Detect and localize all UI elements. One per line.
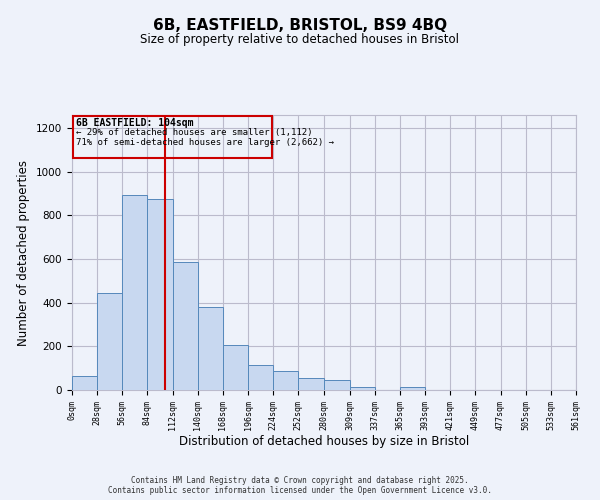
Bar xyxy=(323,380,350,390)
Text: Contains HM Land Registry data © Crown copyright and database right 2025.
Contai: Contains HM Land Registry data © Crown c… xyxy=(108,476,492,495)
Bar xyxy=(173,262,198,390)
Bar xyxy=(350,386,375,390)
Bar xyxy=(273,372,298,390)
Bar xyxy=(97,293,122,390)
Bar xyxy=(248,365,273,390)
Bar xyxy=(148,199,173,390)
Bar xyxy=(298,378,323,390)
Text: 6B, EASTFIELD, BRISTOL, BS9 4BQ: 6B, EASTFIELD, BRISTOL, BS9 4BQ xyxy=(153,18,447,32)
Text: ← 29% of detached houses are smaller (1,112): ← 29% of detached houses are smaller (1,… xyxy=(76,128,313,137)
Bar xyxy=(73,116,272,158)
Text: 6B EASTFIELD: 104sqm: 6B EASTFIELD: 104sqm xyxy=(76,118,194,128)
Bar xyxy=(198,307,223,390)
Bar xyxy=(400,386,425,390)
Text: 71% of semi-detached houses are larger (2,662) →: 71% of semi-detached houses are larger (… xyxy=(76,138,334,147)
Bar xyxy=(223,346,248,390)
Text: Size of property relative to detached houses in Bristol: Size of property relative to detached ho… xyxy=(140,32,460,46)
X-axis label: Distribution of detached houses by size in Bristol: Distribution of detached houses by size … xyxy=(179,436,469,448)
Bar xyxy=(72,376,97,390)
Bar xyxy=(122,194,148,390)
Y-axis label: Number of detached properties: Number of detached properties xyxy=(17,160,31,346)
